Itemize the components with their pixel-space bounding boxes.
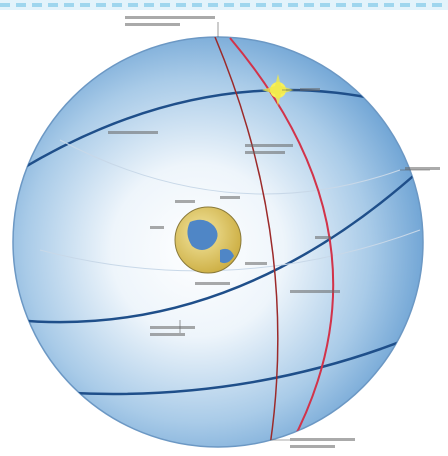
grid-line	[39, 229, 421, 272]
earth	[174, 206, 242, 274]
top-border	[0, 0, 448, 10]
illegible-labels	[108, 16, 440, 448]
lower-circle	[29, 328, 423, 396]
equator	[14, 169, 421, 324]
sun	[262, 74, 294, 106]
meridian	[214, 37, 279, 447]
grid-line	[59, 139, 401, 195]
